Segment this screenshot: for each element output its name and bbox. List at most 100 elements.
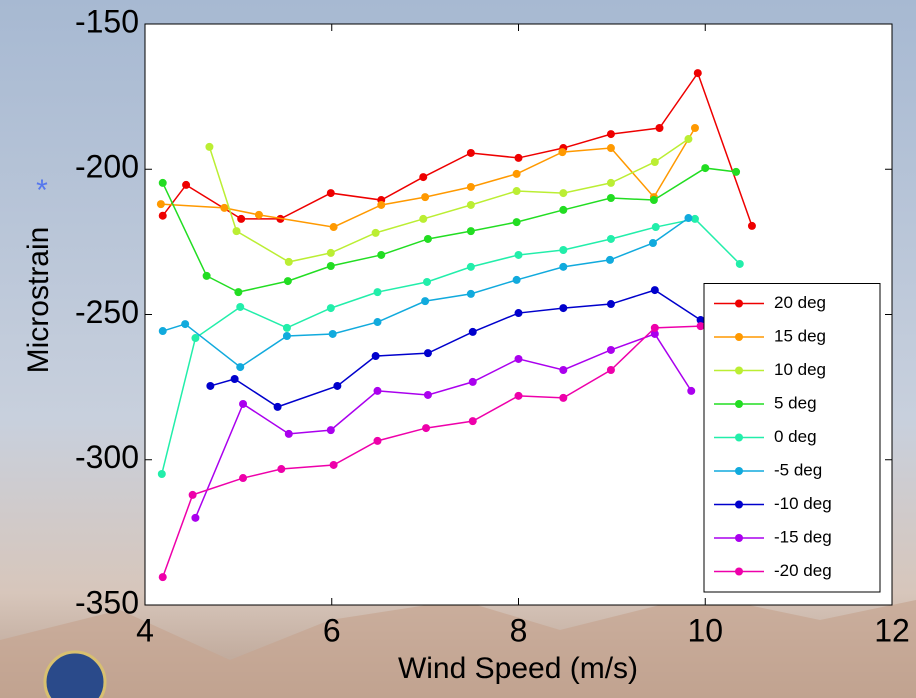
data-point (690, 214, 699, 223)
data-point (648, 239, 657, 248)
data-point (696, 322, 705, 331)
data-point (284, 429, 293, 438)
data-point (693, 69, 702, 78)
data-point (282, 323, 291, 332)
legend-marker (735, 534, 743, 542)
x-tick-label: 10 (687, 612, 723, 648)
data-point (514, 153, 523, 162)
data-point (373, 318, 382, 327)
data-point (205, 142, 214, 151)
data-point (236, 302, 245, 311)
y-tick-label: -150 (75, 3, 139, 39)
data-point (421, 193, 430, 202)
seal (43, 650, 107, 698)
legend-marker (735, 366, 743, 375)
data-point (206, 381, 215, 390)
data-point (606, 130, 615, 139)
y-axis-label: Microstrain (22, 227, 55, 374)
data-point (282, 331, 291, 340)
data-point (735, 259, 744, 268)
data-point (559, 189, 568, 198)
data-point (156, 200, 165, 209)
data-point (236, 363, 245, 372)
data-point (188, 490, 197, 499)
data-point (202, 271, 211, 280)
data-point (329, 223, 338, 232)
data-point (230, 374, 239, 383)
annotation: * (36, 174, 48, 207)
data-point (606, 144, 615, 153)
data-point (650, 329, 659, 338)
data-point (158, 573, 167, 582)
legend-marker (735, 467, 743, 475)
series-line (162, 71, 753, 227)
data-point (232, 227, 241, 236)
data-point (326, 426, 335, 435)
legend-marker (735, 500, 743, 509)
data-point (423, 349, 432, 358)
data-point (239, 474, 248, 483)
data-point (468, 327, 477, 336)
data-point (606, 234, 615, 243)
legend-marker (735, 333, 743, 341)
data-point (373, 288, 382, 297)
data-point (421, 297, 430, 306)
data-point (732, 167, 741, 176)
data-point (687, 386, 696, 395)
legend-label: 15 deg (774, 326, 826, 345)
mountains (0, 595, 916, 698)
data-point (559, 205, 568, 214)
data-point (423, 390, 432, 399)
x-axis-label: Wind Speed (m/s) (398, 652, 638, 685)
data-point (747, 221, 756, 230)
data-point (466, 148, 475, 157)
data-point (466, 227, 475, 236)
data-point (559, 365, 568, 374)
data-point (326, 261, 335, 270)
data-point (559, 304, 568, 313)
data-point (690, 123, 699, 132)
data-point (191, 513, 200, 522)
x-tick-label: 6 (323, 612, 341, 648)
data-point (514, 309, 523, 318)
data-point (326, 304, 335, 313)
data-point (650, 323, 659, 332)
legend-label: -10 deg (774, 494, 832, 513)
legend-marker (735, 299, 743, 308)
data-point (468, 377, 477, 386)
data-point (182, 180, 191, 189)
data-point (283, 277, 292, 286)
data-point (606, 255, 615, 264)
series-line (194, 333, 692, 519)
data-point (684, 135, 693, 144)
y-tick-label: -200 (75, 149, 139, 185)
series-line (162, 167, 737, 293)
data-point (512, 275, 521, 284)
y-tick-label: -300 (75, 439, 139, 475)
data-point (419, 173, 428, 182)
data-point (512, 169, 521, 178)
x-tick-label: 8 (510, 612, 528, 648)
data-point (559, 393, 568, 402)
data-point (650, 157, 659, 166)
data-point (606, 345, 615, 354)
data-point (606, 300, 615, 309)
data-point (254, 210, 263, 219)
data-point (696, 316, 705, 325)
data-point (326, 248, 335, 257)
data-point (181, 320, 190, 329)
data-point (514, 354, 523, 363)
data-point (158, 178, 167, 187)
data-point (559, 262, 568, 271)
data-point (377, 200, 386, 209)
legend-label: 20 deg (774, 293, 826, 312)
data-point (559, 246, 568, 255)
data-point (514, 250, 523, 259)
data-point (220, 203, 229, 212)
data-point (512, 187, 521, 196)
y-tick-label: -250 (75, 294, 139, 330)
legend-label: 10 deg (774, 360, 826, 379)
data-point (684, 214, 693, 223)
data-point (191, 334, 200, 343)
